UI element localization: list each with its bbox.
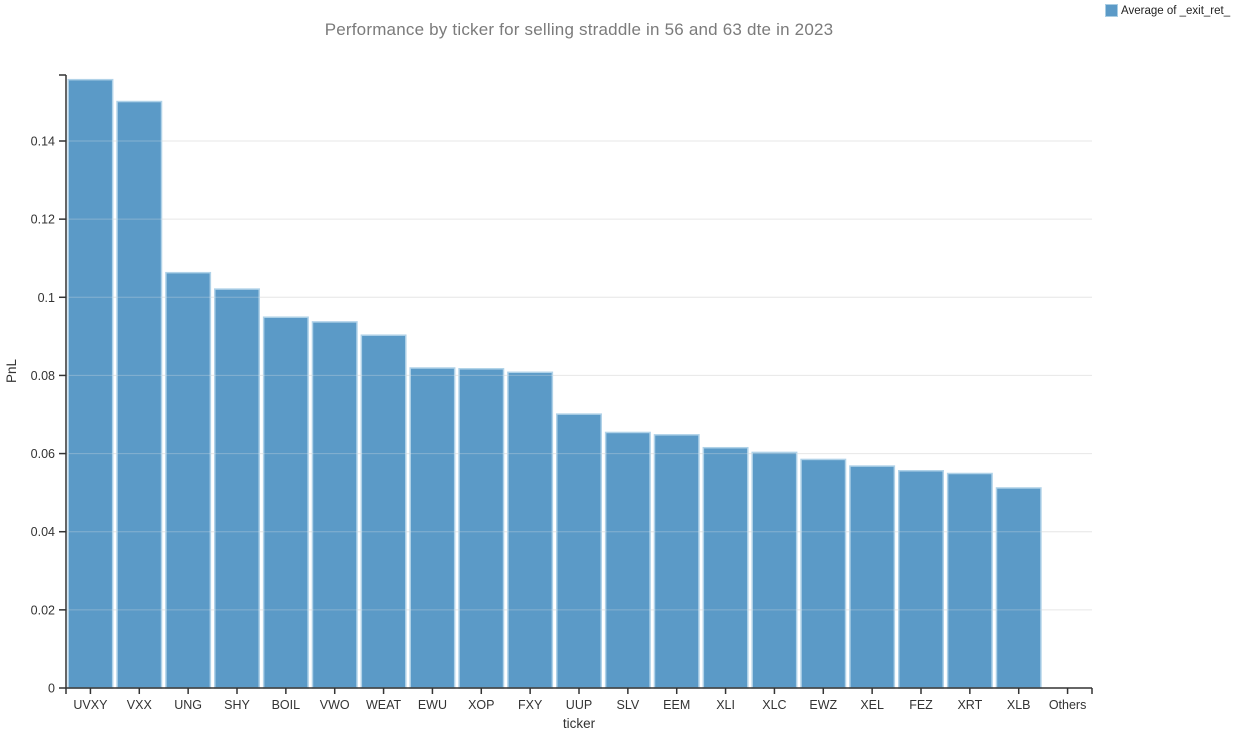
bar-XEL[interactable] — [849, 465, 896, 689]
bar-XLI[interactable] — [702, 446, 749, 689]
y-tick-label: 0 — [48, 682, 55, 696]
bar-XRT[interactable] — [946, 472, 993, 689]
bar-XLC[interactable] — [751, 451, 798, 689]
bars-group — [67, 78, 1042, 689]
bar-VWO[interactable] — [311, 321, 358, 689]
x-tick-label: UNG — [174, 698, 202, 712]
x-tick-label: Others — [1049, 698, 1087, 712]
bar-SHY[interactable] — [214, 288, 260, 689]
x-tick-label: EWZ — [809, 698, 837, 712]
axes-group — [59, 74, 1093, 694]
x-tick-label: FEZ — [909, 698, 933, 712]
y-tick-label: 0.14 — [31, 135, 55, 149]
legend-swatch-icon — [1105, 4, 1118, 17]
x-tick-label: XLB — [1007, 698, 1031, 712]
bar-UUP[interactable] — [556, 413, 602, 689]
bar-FEZ[interactable] — [898, 470, 944, 689]
bar-FXY[interactable] — [507, 371, 554, 689]
x-tick-label: XEL — [860, 698, 884, 712]
bar-EWZ[interactable] — [800, 458, 847, 689]
bar-XLB[interactable] — [995, 487, 1042, 689]
bar-UVXY[interactable] — [67, 78, 114, 689]
y-axis-title: PnL — [4, 359, 19, 384]
bar-WEAT[interactable] — [360, 334, 407, 689]
bar-BOIL[interactable] — [262, 316, 309, 689]
x-tick-label: UUP — [566, 698, 592, 712]
x-tick-label: BOIL — [272, 698, 301, 712]
x-tick-label: SLV — [617, 698, 640, 712]
x-tick-label: XLC — [762, 698, 786, 712]
x-tick-label: EWU — [418, 698, 447, 712]
tick-labels-group: 0 0.02 0.04 0.06 0.08 0.1 0.12 0.14 UVXY VXX UNG SH… — [31, 135, 1087, 713]
x-tick-label: EEM — [663, 698, 690, 712]
y-tick-label: 0.06 — [31, 447, 55, 461]
x-tick-label: VXX — [127, 698, 153, 712]
x-tick-label: FXY — [518, 698, 543, 712]
y-tick-label: 0.08 — [31, 369, 55, 383]
bar-UNG[interactable] — [165, 271, 212, 689]
x-axis-title: ticker — [563, 716, 596, 731]
y-tick-label: 0.04 — [31, 525, 55, 539]
bar-VXX[interactable] — [116, 100, 163, 689]
bar-XOP[interactable] — [458, 368, 505, 689]
bar-EWU[interactable] — [409, 367, 456, 689]
bar-SLV[interactable] — [604, 431, 651, 689]
x-tick-label: UVXY — [73, 698, 108, 712]
legend-label: Average of _exit_ret_ — [1121, 4, 1231, 17]
x-tick-label: VWO — [320, 698, 350, 712]
x-tick-label: XLI — [716, 698, 735, 712]
x-tick-label: WEAT — [366, 698, 402, 712]
legend-item[interactable]: Average of _exit_ret_ — [1105, 4, 1230, 17]
x-tick-label: XRT — [957, 698, 982, 712]
gridlines-overlay — [66, 140, 1092, 611]
bar-EEM[interactable] — [653, 434, 700, 689]
x-tick-label: SHY — [224, 698, 250, 712]
y-tick-label: 0.02 — [31, 603, 55, 617]
chart-title: Performance by ticker for selling stradd… — [324, 20, 834, 39]
y-tick-label: 0.1 — [38, 291, 55, 305]
y-tick-label: 0.12 — [31, 213, 55, 227]
x-tick-label: XOP — [468, 698, 494, 712]
